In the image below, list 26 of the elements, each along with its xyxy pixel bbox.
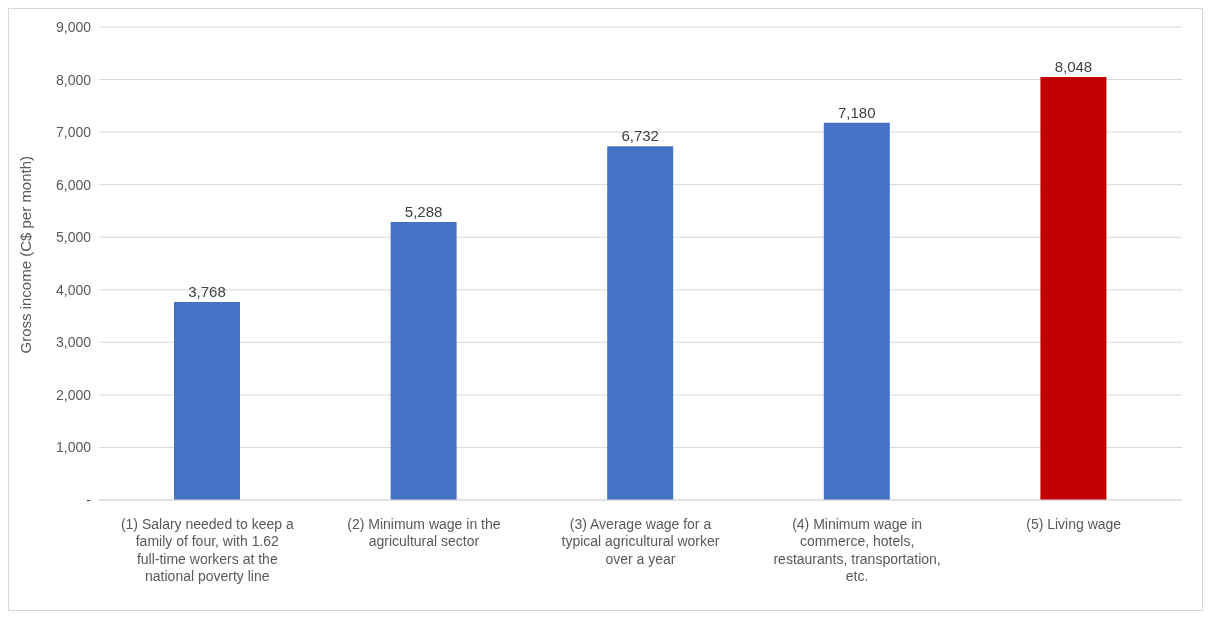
y-tick-label: 3,000	[55, 334, 92, 351]
data-label: 3,768	[188, 282, 226, 300]
y-axis-title: Gross income (C$ per month)	[17, 155, 35, 354]
y-tick-label: 8,000	[55, 71, 92, 88]
x-tick-label: (5) Living wage	[1026, 515, 1122, 532]
data-label: 5,288	[404, 203, 443, 221]
y-tick-label: 9,000	[55, 18, 92, 35]
bar	[1040, 77, 1107, 500]
bar	[174, 301, 240, 500]
y-tick-label: 7,000	[55, 124, 92, 141]
x-tick-label: (2) Minimum wage in the agricultural sector	[347, 515, 501, 550]
y-tick-label: -	[86, 491, 92, 508]
y-tick-label: 1,000	[55, 439, 92, 456]
bar	[390, 222, 457, 500]
x-tick-label: (1) Salary needed to keep a family of four, with 1.62 full-time workers at the national poverty line	[120, 515, 294, 585]
y-tick-label: 5,000	[55, 229, 92, 246]
y-tick-label: 6,000	[55, 176, 92, 193]
bar	[823, 122, 890, 500]
data-label: 8,048	[1054, 58, 1093, 76]
x-tick-label: (4) Minimum wage in commerce, hotels, restaurants, transportation, etc.	[773, 515, 941, 585]
data-label: 7,180	[838, 103, 876, 121]
y-tick-label: 2,000	[55, 386, 92, 403]
x-tick-label: (3) Average wage for a typical agricultural worker over a year	[561, 515, 720, 567]
bar	[607, 146, 674, 500]
data-label: 6,732	[621, 127, 659, 145]
y-tick-label: 4,000	[55, 281, 92, 298]
